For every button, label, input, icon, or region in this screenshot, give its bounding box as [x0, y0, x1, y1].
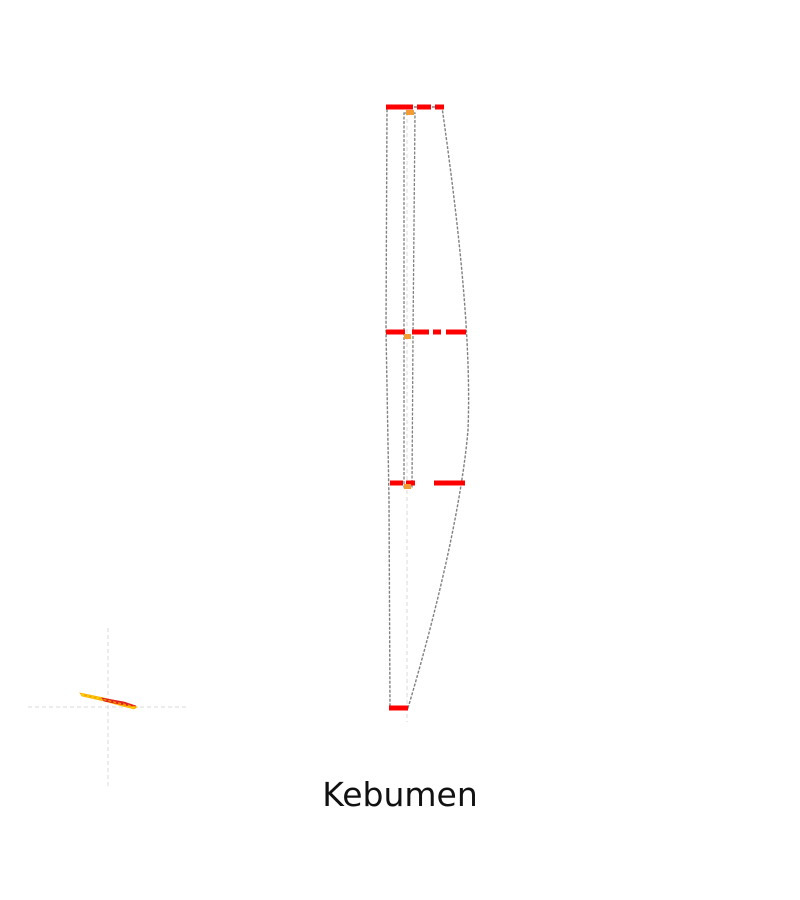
section-marker-lower	[390, 480, 465, 489]
node-marker	[406, 110, 414, 115]
figure-caption: Kebumen	[322, 775, 478, 814]
node-marker	[404, 484, 411, 489]
planview-line	[83, 694, 137, 708]
outer-profile-outline	[385, 106, 470, 709]
planview-crosshair	[28, 628, 188, 788]
section-marker-top	[386, 104, 444, 115]
section-marker-upper	[386, 329, 466, 339]
node-marker	[404, 334, 411, 339]
planview-shape	[79, 692, 138, 710]
inner-core-outline	[403, 112, 416, 488]
